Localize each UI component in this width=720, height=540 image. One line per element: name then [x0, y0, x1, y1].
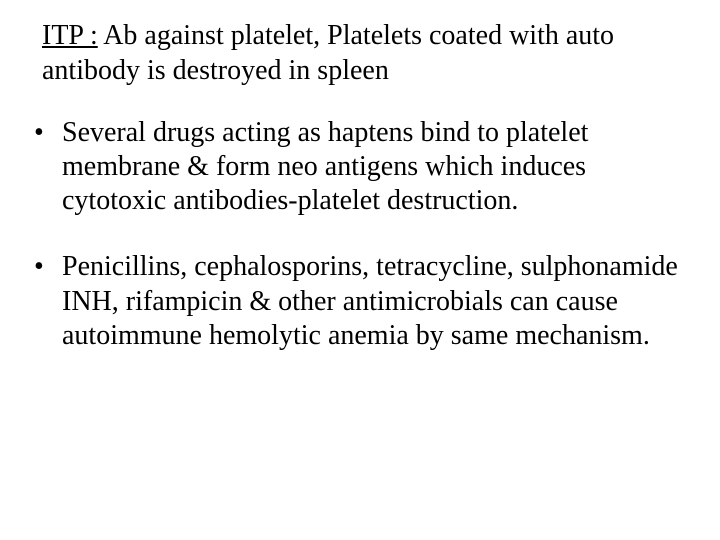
bullet-text: Several drugs acting as haptens bind to … — [62, 117, 588, 216]
heading-paragraph: ITP : Ab against platelet, Platelets coa… — [42, 18, 692, 88]
slide: ITP : Ab against platelet, Platelets coa… — [0, 0, 720, 540]
bullet-list: Several drugs acting as haptens bind to … — [28, 116, 692, 353]
heading-rest: Ab against platelet, Platelets coated wi… — [42, 20, 614, 86]
heading-itp-label: ITP : — [42, 20, 98, 51]
bullet-text: Penicillins, cephalosporins, tetracyclin… — [62, 251, 678, 350]
list-item: Penicillins, cephalosporins, tetracyclin… — [28, 250, 692, 352]
list-item: Several drugs acting as haptens bind to … — [28, 116, 692, 218]
